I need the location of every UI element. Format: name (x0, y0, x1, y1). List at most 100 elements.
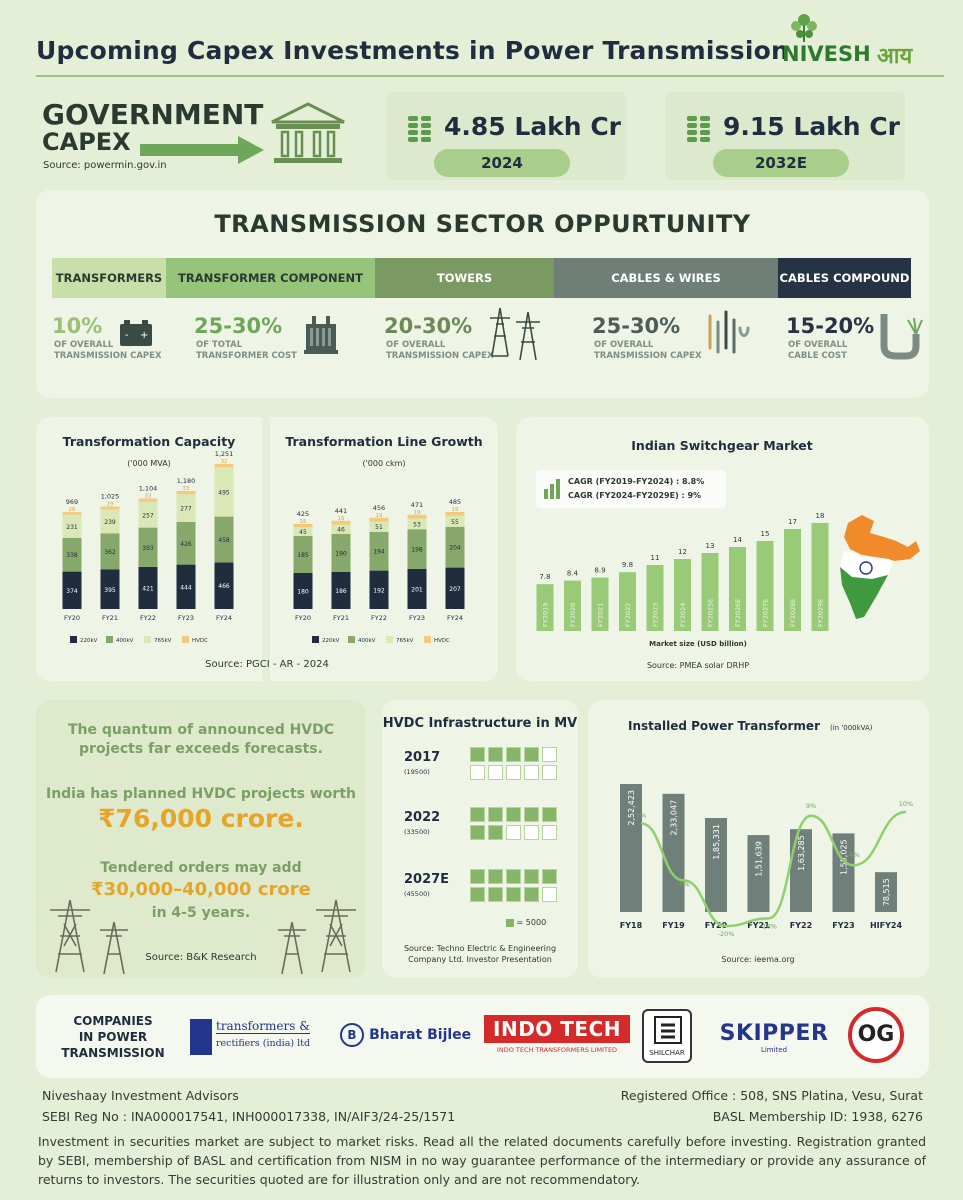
bar (756, 541, 774, 631)
map-region (840, 551, 894, 579)
bar-value-label: 17 (788, 518, 797, 526)
infra-year: 2027E (404, 872, 450, 887)
bar-segment-label: 362 (104, 549, 116, 556)
bar-total-label: 1,025 (101, 493, 120, 501)
cagr-annotation: CAGR (FY2019-FY2024) : 8.8% (568, 477, 704, 486)
header-divider (36, 75, 944, 77)
bar (875, 872, 897, 912)
bar-segment-label: 32 (221, 459, 228, 465)
transformation-line-chart: Transformation Line Growth ('000 ckm) 180 1… (285, 434, 482, 644)
chart-subtitle: ('000 MVA) (127, 459, 171, 468)
x-tick-label: FY2029E (817, 599, 825, 627)
bar-total-label: 425 (297, 510, 309, 518)
x-tick-label: FY23 (178, 614, 194, 622)
bar-segment (176, 564, 196, 609)
bar-segment (62, 514, 82, 538)
bar (705, 818, 727, 912)
bar-value-label: 15 (761, 530, 770, 538)
legend-swatch (106, 636, 113, 643)
bar-value-label: 1,63,285 (797, 835, 806, 871)
switchgear-market-chart: Indian Switchgear Market CAGR (FY2019-FY2… (536, 438, 920, 670)
logo-skipper: SKIPPER Limited (718, 1021, 830, 1054)
bar-total-label: 1,251 (215, 450, 234, 458)
infra-title: HVDC Infrastructure in MV (382, 716, 578, 731)
infra-unit-filled (524, 747, 539, 762)
bar-segment (331, 524, 351, 534)
sector-percent: 20-30% (384, 314, 473, 338)
legend-swatch (348, 636, 355, 643)
hvdc-mid-amount: ₹30,000–40,000 crore (91, 879, 311, 900)
bar-segment (369, 531, 389, 571)
x-tick-label: FY2023 (652, 603, 660, 627)
shilchar-logo-text: SHILCHAR (649, 1049, 685, 1057)
tree-icon (791, 14, 817, 42)
x-tick-label: FY2021 (597, 603, 605, 627)
bar-segment-label: 239 (104, 519, 116, 526)
bar (619, 572, 636, 631)
sector-tab: TRANSFORMERS (52, 258, 166, 298)
infra-unit-empty (542, 765, 557, 780)
svg-text:+: + (140, 330, 148, 341)
transformer-icon (304, 316, 338, 354)
capex-card-2032: 9.15 Lakh Cr 2032E (665, 92, 905, 180)
infra-year: 2017 (404, 750, 441, 765)
india-map-icon (840, 515, 920, 619)
bar-segment-label: 495 (218, 489, 230, 496)
bar-segment-label: 194 (373, 549, 385, 556)
infra-unit-filled (470, 825, 485, 840)
bar-segment (214, 463, 234, 468)
footer-left-line2: SEBI Reg No : INA000017541, INH000017338… (42, 1109, 456, 1124)
bar-segment-label: 19 (376, 513, 383, 519)
footer-right-line1: Registered Office : 508, SNS Platina, Ve… (620, 1088, 923, 1103)
x-tick-label: FY20 (705, 921, 728, 930)
installed-transformer-chart: Installed Power Transformer (in '000kVA) 2… (620, 719, 913, 964)
infra-unit-filled (470, 869, 485, 884)
sector-title: TRANSMISSION SECTOR OPPURTUNITY (214, 210, 751, 238)
chart-source: Source: PGCI - AR - 2024 (205, 659, 329, 670)
bar-segment (407, 514, 427, 519)
chart-title: Transformation Capacity (63, 434, 236, 449)
infra-value: (19500) (404, 768, 430, 776)
legend-label: 220kV (322, 638, 340, 644)
legend-label: 400kV (358, 638, 376, 644)
sector-percent: 25-30% (194, 314, 283, 338)
footer-left-line1: Niveshaay Investment Advisors (42, 1088, 239, 1103)
bar-segment (100, 569, 120, 609)
bar-segment-label: 277 (180, 506, 192, 513)
bar-segment (138, 527, 158, 567)
indotech-logo-text: INDO TECH (484, 1015, 630, 1043)
hvdc-infra-card: HVDC Infrastructure in MV 2017 (19500) 202… (382, 700, 578, 978)
bar-segment-label: 19 (452, 507, 459, 513)
transformation-charts-card: Transformation Capacity ('000 MVA) 374 338 2… (36, 417, 498, 681)
infra-unit-empty (542, 825, 557, 840)
infra-unit-filled (488, 887, 503, 902)
bar-segment-label: 466 (218, 583, 230, 590)
bar (620, 784, 642, 912)
growth-icon-bar (556, 479, 560, 499)
legend-label: 400kV (116, 638, 134, 644)
legend-swatch (312, 636, 319, 643)
bar (729, 547, 746, 631)
x-tick-label: FY21 (333, 614, 349, 622)
legend-label: HVDC (434, 638, 450, 644)
bar-segment (331, 533, 351, 572)
chakra-icon (859, 561, 873, 575)
growth-label: -20% (718, 930, 735, 938)
legend-swatch (70, 636, 77, 643)
svg-text:-: - (125, 330, 129, 341)
infra-unit-filled (524, 807, 539, 822)
tower-icon (50, 899, 128, 975)
shilchar-logo-mark (654, 1016, 682, 1044)
tr-logo-mark (190, 1019, 212, 1055)
bar (564, 580, 581, 631)
bar-total-label: 441 (335, 507, 347, 515)
bar-total-label: 969 (66, 498, 78, 506)
bar-value-label: 13 (706, 542, 715, 550)
x-tick-label: FY24 (216, 614, 232, 622)
infra-unit-filled (506, 887, 521, 902)
legend-label: 765kV (154, 638, 172, 644)
growth-label: 10% (899, 800, 913, 808)
logo-indotech: INDO TECH INDO TECH TRANSFORMERS LIMITED (484, 1015, 630, 1057)
hvdc-line2: projects far exceeds forecasts. (79, 741, 323, 757)
infra-source-line2: Company Ltd. Investor Presentation (408, 955, 552, 964)
